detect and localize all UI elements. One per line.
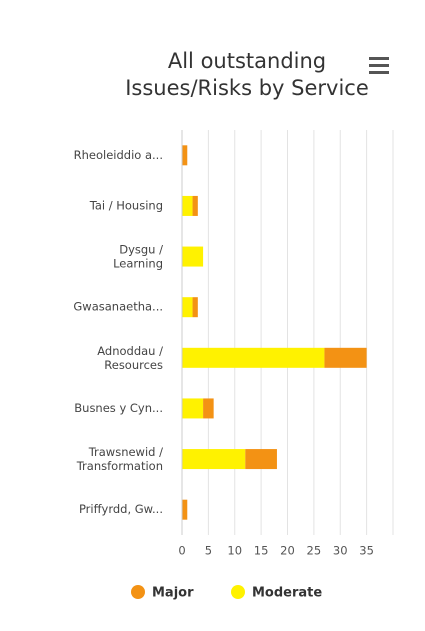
bar <box>203 398 214 419</box>
bar <box>182 499 188 520</box>
bar <box>182 297 193 318</box>
y-tick-label: Adnoddau / Resources <box>97 343 163 371</box>
bar <box>192 297 198 318</box>
bar <box>182 449 246 470</box>
menu-bar[interactable] <box>369 57 389 60</box>
y-tick-label: Dysgu / Learning <box>113 242 163 270</box>
y-tick-label: Gwasanaetha... <box>73 300 163 314</box>
legend-label: Moderate <box>252 586 322 601</box>
y-tick-label: Trawsnewid / Transformation <box>76 445 163 473</box>
x-tick-label: 5 <box>205 544 212 558</box>
x-tick-label: 10 <box>227 544 242 558</box>
x-tick-label: 0 <box>178 544 185 558</box>
legend-marker <box>131 585 145 599</box>
bar <box>245 449 277 470</box>
bar <box>182 398 204 419</box>
menu-bar[interactable] <box>369 71 389 74</box>
bar <box>182 195 193 216</box>
bar <box>182 246 204 267</box>
y-tick-label: Tai / Housing <box>89 198 163 212</box>
chart-title: All outstanding <box>168 49 326 73</box>
y-tick-label: Rheoleiddio a... <box>74 148 163 162</box>
x-tick-label: 35 <box>359 544 374 558</box>
menu-bar[interactable] <box>369 64 389 67</box>
x-tick-label: 25 <box>307 544 322 558</box>
legend-marker <box>231 585 245 599</box>
bar <box>192 195 198 216</box>
x-tick-label: 30 <box>333 544 348 558</box>
menu-button[interactable] <box>369 57 389 74</box>
x-tick-label: 15 <box>254 544 269 558</box>
legend-label: Major <box>152 586 194 601</box>
x-tick-label: 20 <box>280 544 295 558</box>
bar <box>182 347 325 368</box>
bar <box>324 347 367 368</box>
bar <box>182 145 188 166</box>
y-tick-label: Busnes y Cyn... <box>74 401 163 415</box>
chart-title: Issues/Risks by Service <box>125 76 369 100</box>
y-tick-label: Priffyrdd, Gw... <box>79 502 163 516</box>
